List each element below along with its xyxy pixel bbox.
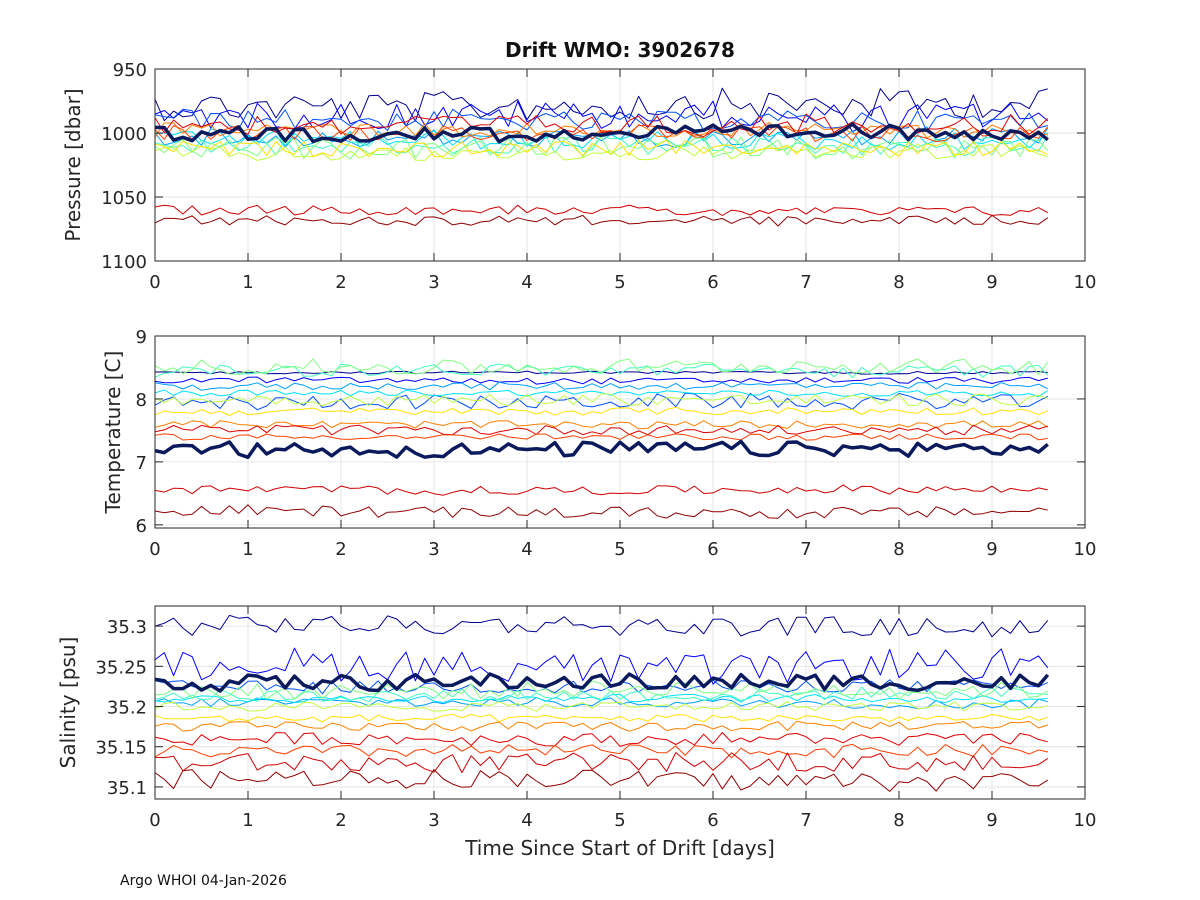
salinity-x-tick-label: 4 xyxy=(521,810,532,831)
pressure-x-tick-label: 5 xyxy=(614,272,625,293)
salinity-y-axis-label: Salinity [psu] xyxy=(56,637,80,769)
temperature-y-axis-label: Temperature [C] xyxy=(101,351,125,515)
temperature-series-line-7 xyxy=(155,358,1049,376)
salinity-series-line-13 xyxy=(155,752,1049,774)
pressure-series-group xyxy=(155,87,1049,227)
pressure-x-tick-label: 4 xyxy=(521,272,532,293)
temperature-x-tick-label: 7 xyxy=(800,539,811,560)
temperature-x-tick-label: 10 xyxy=(1074,539,1097,560)
salinity-y-tick-label: 35.2 xyxy=(107,698,147,719)
salinity-x-tick-label: 5 xyxy=(614,810,625,831)
pressure-x-tick-label: 7 xyxy=(800,272,811,293)
salinity-y-tick-label: 35.15 xyxy=(95,738,147,759)
temperature-series-line-4 xyxy=(155,381,1049,391)
pressure-series-line-1 xyxy=(155,87,1048,122)
temperature-x-tick-label: 6 xyxy=(707,539,718,560)
salinity-series-line-10 xyxy=(155,720,1048,732)
salinity-y-tick-label: 35.1 xyxy=(107,778,147,799)
temperature-x-tick-label: 1 xyxy=(242,539,253,560)
salinity-panel: 0 1 2 3 4 5 6 7 8 9 10 35.1 35.15 35.2 35.25 35.3 Salini… xyxy=(56,605,1097,831)
salinity-series-line-7 xyxy=(155,680,1049,700)
salinity-series-line-3 xyxy=(155,679,1049,695)
salinity-series-line-6 xyxy=(155,686,1048,703)
pressure-panel: 0 1 2 3 4 5 6 7 8 9 10 950 1000 1050 1100 Pressure [dba… xyxy=(61,60,1096,293)
pressure-x-tick-label: 6 xyxy=(707,272,718,293)
temperature-x-tick-label: 3 xyxy=(428,539,439,560)
temperature-series-line-2 xyxy=(155,376,1048,385)
temperature-series-line-11 xyxy=(155,424,1048,436)
temperature-x-tick-label: 9 xyxy=(986,539,997,560)
temperature-series-line-13 xyxy=(155,484,1048,496)
temperature-series-line-6 xyxy=(155,363,1049,379)
pressure-x-tick-label: 1 xyxy=(242,272,253,293)
x-axis-label: Time Since Start of Drift [days] xyxy=(465,836,775,860)
pressure-x-tick-label: 10 xyxy=(1074,272,1097,293)
salinity-x-tick-label: 1 xyxy=(242,810,253,831)
salinity-x-tick-label: 9 xyxy=(986,810,997,831)
temperature-y-tick-label: 6 xyxy=(136,516,147,537)
footer-note: Argo WHOI 04-Jan-2026 xyxy=(120,873,287,889)
salinity-y-tick-label: 35.3 xyxy=(107,617,147,638)
pressure-y-axis-label: Pressure [dbar] xyxy=(61,88,85,241)
salinity-x-tick-label: 0 xyxy=(149,810,160,831)
salinity-series-line-14 xyxy=(155,769,1049,792)
pressure-series-line-12 xyxy=(155,124,1049,143)
salinity-highlight-line-mean xyxy=(155,672,1050,693)
temperature-series-line-8 xyxy=(155,393,1048,407)
figure-title: Drift WMO: 3902678 xyxy=(505,38,735,62)
salinity-series-line-12 xyxy=(155,743,1048,759)
salinity-x-tick-label: 6 xyxy=(707,810,718,831)
salinity-x-tick-label: 3 xyxy=(428,810,439,831)
temperature-series-line-10 xyxy=(155,420,1049,430)
pressure-x-tick-label: 0 xyxy=(149,272,160,293)
salinity-series-group xyxy=(155,614,1050,792)
temperature-highlight-line-mean xyxy=(155,439,1049,460)
temperature-series-line-3 xyxy=(155,392,1049,411)
temperature-y-tick-label: 9 xyxy=(136,327,147,348)
temperature-series-line-9 xyxy=(155,406,1049,416)
salinity-series-line-9 xyxy=(155,713,1048,723)
temperature-y-tick-label: 7 xyxy=(136,453,147,474)
pressure-series-line-9 xyxy=(155,139,1049,158)
pressure-x-tick-label: 2 xyxy=(335,272,346,293)
pressure-highlight-line-mean xyxy=(155,122,1049,144)
temperature-x-tick-label: 0 xyxy=(149,539,160,560)
temperature-series-line-12 xyxy=(155,433,1048,441)
temperature-x-tick-label: 8 xyxy=(893,539,904,560)
salinity-series-line-8 xyxy=(155,701,1048,712)
temperature-series-line-5 xyxy=(155,389,1049,398)
salinity-x-tick-label: 2 xyxy=(335,810,346,831)
pressure-x-tick-label: 3 xyxy=(428,272,439,293)
temperature-x-tick-label: 5 xyxy=(614,539,625,560)
pressure-y-tick-label: 1050 xyxy=(101,188,147,209)
pressure-y-tick-label: 1100 xyxy=(101,252,147,273)
salinity-series-line-2 xyxy=(155,647,1049,685)
salinity-series-line-11 xyxy=(155,732,1048,747)
pressure-x-tick-label: 8 xyxy=(893,272,904,293)
pressure-y-tick-label: 950 xyxy=(113,60,147,81)
salinity-x-tick-label: 7 xyxy=(800,810,811,831)
salinity-y-tick-label: 35.25 xyxy=(95,657,147,678)
pressure-x-tick-label: 9 xyxy=(986,272,997,293)
pressure-series-line-13 xyxy=(155,204,1049,216)
temperature-x-tick-label: 4 xyxy=(521,539,532,560)
pressure-series-line-8 xyxy=(155,143,1048,161)
pressure-y-tick-label: 1000 xyxy=(101,124,147,145)
pressure-series-line-14 xyxy=(155,214,1049,227)
temperature-series-line-14 xyxy=(155,504,1048,519)
salinity-x-tick-label: 8 xyxy=(893,810,904,831)
temperature-series-group xyxy=(155,358,1049,519)
salinity-x-tick-label: 10 xyxy=(1074,810,1097,831)
temperature-x-tick-label: 2 xyxy=(335,539,346,560)
temperature-y-tick-label: 8 xyxy=(136,390,147,411)
salinity-series-line-1 xyxy=(155,614,1049,638)
temperature-panel: 0 1 2 3 4 5 6 7 8 9 10 6 7 8 9 Temperature [C] xyxy=(101,327,1096,560)
